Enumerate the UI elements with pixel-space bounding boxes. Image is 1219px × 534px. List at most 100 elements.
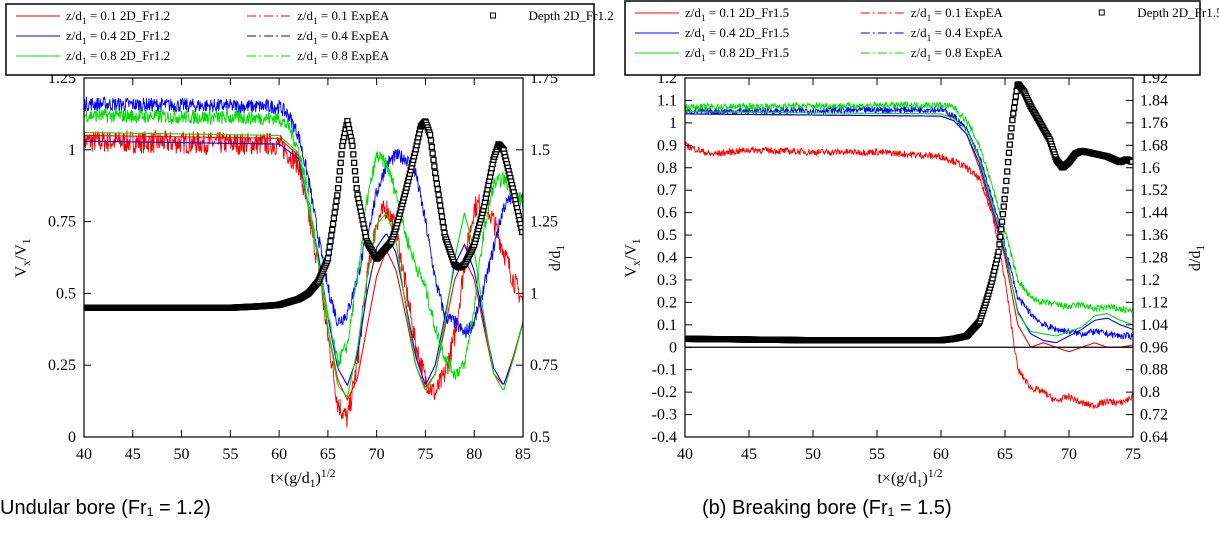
depth-marker — [999, 210, 1007, 218]
depth-marker — [435, 191, 442, 198]
series-z-d1-0-8-expea — [685, 100, 1133, 314]
series-z-d1-0-1-expea — [84, 129, 523, 428]
x-tick-label: 45 — [741, 446, 757, 463]
depth-marker — [439, 218, 446, 226]
series-group — [84, 96, 523, 428]
depth-marker — [350, 151, 357, 158]
depth-marker — [430, 156, 437, 164]
depth-marker — [1005, 149, 1013, 156]
x-tick-label: 75 — [1125, 446, 1141, 463]
legend-label: z/d1 = 0.8 2D_Fr1.2 — [66, 48, 170, 67]
depth-marker — [431, 163, 438, 170]
y2-tick-label: 1.44 — [1140, 205, 1168, 222]
depth-marker — [1009, 116, 1016, 124]
y2-tick-label: 1.04 — [1140, 317, 1168, 334]
depth-marker — [1128, 158, 1133, 165]
y-tick-label: 0.2 — [657, 294, 677, 311]
y-tick-label: 1 — [68, 142, 76, 159]
depth-marker — [432, 169, 439, 176]
x-tick-label: 70 — [369, 446, 385, 463]
legend-label: z/d1 = 0.8 ExpEA — [911, 45, 1004, 64]
legend-label: z/d1 = 0.8 2D_Fr1.5 — [685, 45, 789, 64]
depth-marker — [432, 175, 440, 182]
y2-tick-label: 1.36 — [1140, 227, 1168, 244]
y-tick-label: 0.9 — [657, 137, 677, 154]
series-z-d1-0-1-expea — [685, 141, 1133, 410]
depth-marker — [427, 137, 435, 144]
y2-tick-label: 0.8 — [1140, 384, 1160, 401]
depth-marker — [1012, 93, 1019, 100]
y2-tick-label: 1.6 — [1140, 160, 1160, 177]
y-tick-label: 0.7 — [657, 182, 677, 199]
depth-marker — [1010, 110, 1017, 117]
y-tick-label: 0 — [68, 429, 76, 446]
depth-marker — [1000, 203, 1007, 210]
depth-marker — [325, 249, 332, 256]
legend-marker — [1098, 9, 1105, 16]
caption-a: Undular bore (Fr₁ = 1.2) — [0, 497, 211, 519]
y2-axis-label: d/d1 — [1187, 245, 1207, 271]
legend-label: z/d1 = 0.4 2D_Fr1.2 — [66, 28, 170, 47]
depth-marker — [326, 243, 333, 251]
y2-tick-label: 1.68 — [1140, 137, 1168, 154]
y-tick-label: 0.5 — [657, 227, 677, 244]
y-tick-label: -0.3 — [652, 407, 677, 424]
legend-label: z/d1 = 0.1 ExpEA — [297, 8, 390, 27]
depth-marker — [997, 233, 1004, 240]
depth-marker — [336, 168, 343, 175]
y-tick-label: 0 — [669, 339, 677, 356]
series-depth-2d-fr1-5 — [685, 81, 1133, 344]
x-tick-label: 75 — [417, 446, 433, 463]
depth-marker — [519, 228, 523, 236]
series-group — [685, 81, 1133, 410]
x-tick-label: 70 — [1061, 446, 1077, 463]
x-tick-label: 50 — [174, 446, 190, 463]
depth-marker — [437, 202, 444, 209]
y2-axis-label: d/d1 — [547, 245, 567, 271]
y2-tick-label: 0.64 — [1140, 429, 1168, 446]
y2-tick-label: 0.75 — [530, 357, 558, 374]
depth-marker — [338, 151, 345, 158]
legend-label: z/d1 = 0.1 2D_Fr1.2 — [66, 8, 170, 27]
y-tick-label: -0.2 — [652, 384, 677, 401]
x-tick-label: 60 — [933, 446, 949, 463]
x-tick-label: 85 — [515, 446, 531, 463]
legend-label: z/d1 = 0.4 ExpEA — [911, 25, 1004, 44]
legend-label: z/d1 = 0.1 ExpEA — [911, 5, 1004, 24]
y-tick-label: 0.8 — [657, 160, 677, 177]
depth-marker — [324, 255, 332, 262]
x-tick-label: 50 — [805, 446, 821, 463]
depth-marker — [998, 226, 1005, 233]
depth-marker — [996, 241, 1003, 248]
y2-tick-label: 1.2 — [1140, 272, 1160, 289]
depth-marker — [1004, 158, 1012, 166]
y-tick-label: 0.75 — [48, 214, 76, 231]
depth-marker — [426, 131, 434, 139]
depth-marker — [348, 137, 355, 145]
y-axis-label: Vx/V1 — [623, 238, 643, 277]
legend-label: Depth 2D_Fr1.5 — [1137, 5, 1219, 20]
depth-marker — [1003, 177, 1010, 185]
depth-marker — [433, 180, 441, 187]
depth-marker — [1007, 133, 1014, 140]
depth-marker — [998, 218, 1006, 225]
y2-tick-label: 0.5 — [530, 429, 550, 446]
depth-marker — [327, 238, 334, 245]
y2-tick-label: 1.28 — [1140, 250, 1168, 267]
y2-tick-label: 1.84 — [1140, 92, 1168, 109]
depth-marker — [329, 220, 337, 228]
y-tick-label: 1.1 — [657, 92, 677, 109]
y2-tick-label: 1.25 — [530, 214, 558, 231]
caption-b: (b) Breaking bore (Fr₁ = 1.5) — [702, 497, 952, 519]
x-tick-label: 40 — [76, 446, 92, 463]
chart-a: 40 45 50 55 60 65 70 75 80 85 0 0.25 0.5 0.75 1 1.25 0.5… — [5, 3, 614, 490]
plot-frame — [684, 77, 1134, 438]
depth-marker — [1011, 99, 1019, 106]
legend-label: z/d1 = 0.1 2D_Fr1.5 — [685, 5, 789, 24]
legend-label: z/d1 = 0.4 ExpEA — [297, 28, 390, 47]
depth-marker — [428, 143, 435, 151]
y2-tick-label: 0.88 — [1140, 362, 1168, 379]
series-depth-2d-fr1-2 — [84, 117, 523, 311]
depth-marker — [429, 150, 436, 157]
